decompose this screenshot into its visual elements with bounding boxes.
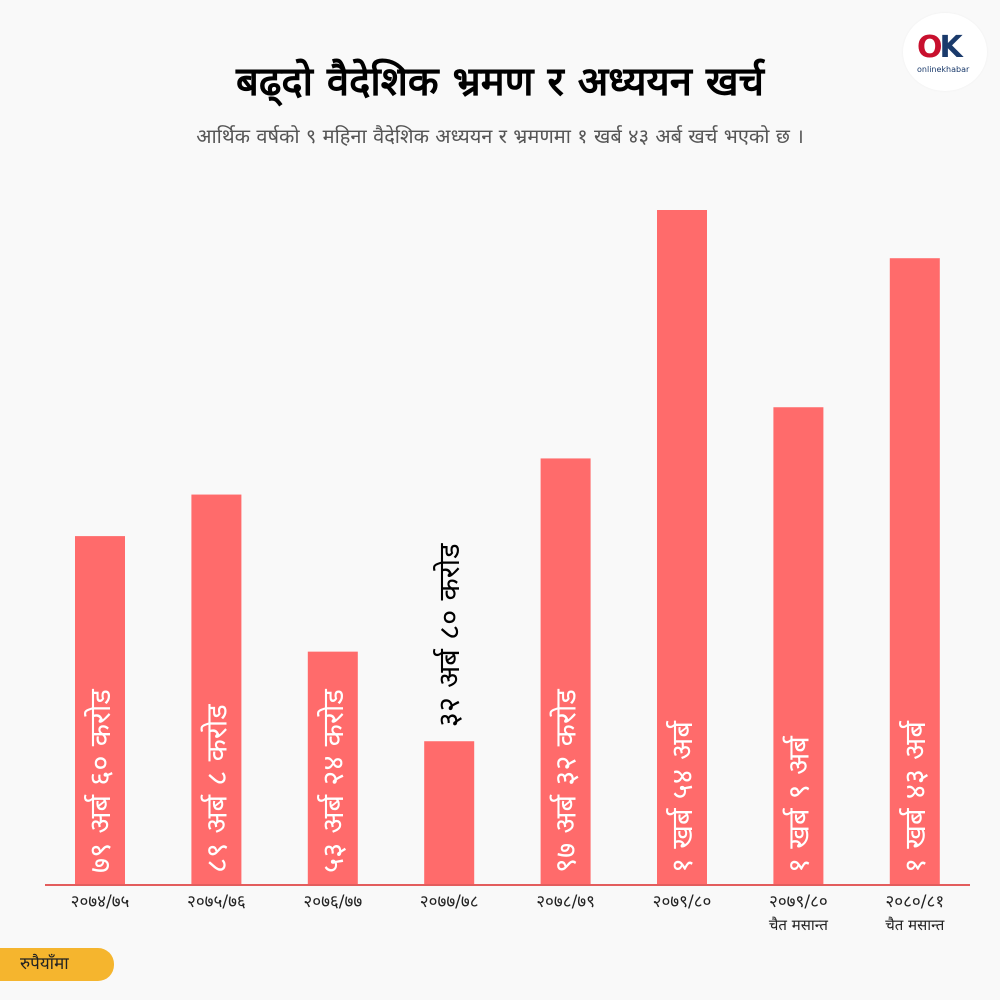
tick-label-7: २०७९/८० <box>769 892 828 912</box>
tick-label-3: २०७६/७७ <box>303 892 362 912</box>
tick-label-8-sub: चैत मसान्त <box>885 916 944 934</box>
chart-title: बढ्दो वैदेशिक भ्रमण र अध्ययन खर्च <box>236 59 764 105</box>
data-label-1: ७९ अर्ब ६० करोड <box>83 689 117 873</box>
tick-label-4: २०७७/७८ <box>420 892 479 912</box>
data-label-7: १ खर्ब ९ अर्ब <box>781 735 815 873</box>
bar-5 <box>540 458 591 885</box>
tick-label-2: २०७५/७६ <box>187 892 246 912</box>
onlinekhabar-logo[interactable]: OK onlinekhabar <box>903 13 987 91</box>
bar-3 <box>307 651 358 885</box>
bar-2 <box>191 494 242 885</box>
unit-badge: रुपैयाँमा <box>0 948 114 981</box>
data-label-3: ५३ अर्ब २४ करोड <box>316 689 350 873</box>
bar-4 <box>424 741 475 885</box>
tick-label-8: २०८०/८१ <box>885 892 944 912</box>
data-label-8: १ खर्ब ४३ अर्ब <box>898 720 932 873</box>
tick-label-7-sub: चैत मसान्त <box>769 916 828 934</box>
data-label-4: ३२ अर्ब ८० करोड <box>432 543 466 727</box>
logo-mark: OK <box>917 30 963 65</box>
tick-label-5: २०७८/७९ <box>536 892 595 912</box>
bar-8 <box>889 258 940 885</box>
data-label-6: १ खर्ब ५४ अर्ब <box>665 720 699 873</box>
logo-text: onlinekhabar <box>917 65 970 74</box>
data-label-2: ८९ अर्ब ८ करोड <box>199 704 233 873</box>
tick-label-6: २०७९/८० <box>653 892 712 912</box>
data-label-5: ९७ अर्ब ३२ करोड <box>549 689 583 873</box>
tick-label-1: २०७४/७५ <box>71 892 130 912</box>
bar-7 <box>773 407 824 885</box>
chart-subtitle: आर्थिक वर्षको ९ महिना वैदेशिक अध्ययन र भ… <box>196 124 804 148</box>
bar-1 <box>75 536 125 885</box>
bar-6 <box>657 210 707 885</box>
